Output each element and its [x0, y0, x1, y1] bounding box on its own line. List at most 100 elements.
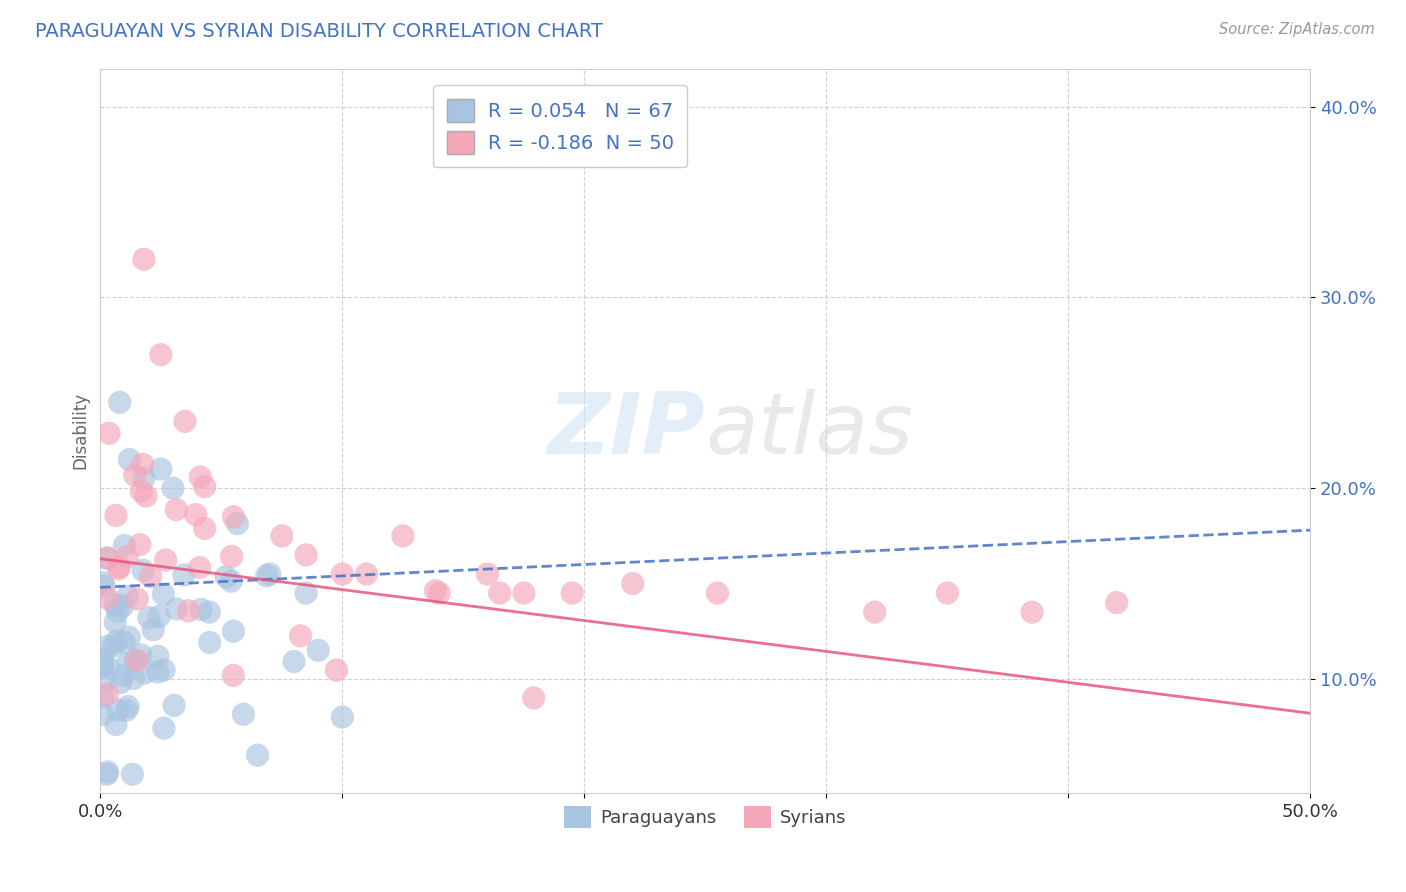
Point	[129, 484, 152, 499]
Point	[162, 481, 184, 495]
Point	[91, 657, 114, 672]
Point	[148, 609, 170, 624]
Point	[132, 458, 155, 472]
Point	[165, 502, 187, 516]
Point	[523, 690, 546, 705]
Point	[91, 659, 114, 673]
Point	[115, 703, 138, 717]
Text: atlas: atlas	[706, 390, 914, 473]
Point	[246, 748, 269, 763]
Point	[107, 562, 129, 576]
Point	[706, 586, 728, 600]
Point	[107, 703, 129, 717]
Point	[105, 634, 128, 648]
Point	[165, 602, 187, 616]
Point	[127, 591, 149, 606]
Point	[283, 655, 305, 669]
Text: ZIP: ZIP	[548, 390, 706, 473]
Point	[307, 643, 329, 657]
Point	[117, 590, 139, 604]
Point	[115, 549, 138, 564]
Point	[194, 521, 217, 535]
Point	[97, 426, 120, 441]
Point	[104, 598, 127, 612]
Point	[112, 539, 135, 553]
Point	[124, 653, 146, 667]
Point	[91, 707, 114, 722]
Point	[97, 640, 120, 654]
Legend: Paraguayans, Syrians: Paraguayans, Syrians	[557, 798, 853, 835]
Point	[188, 560, 211, 574]
Point	[124, 467, 146, 482]
Point	[1105, 596, 1128, 610]
Point	[325, 663, 347, 677]
Y-axis label: Disability: Disability	[72, 392, 89, 469]
Point	[104, 717, 127, 731]
Point	[477, 566, 499, 581]
Point	[863, 605, 886, 619]
Point	[259, 566, 281, 581]
Point	[132, 252, 155, 267]
Point	[97, 764, 120, 779]
Point	[330, 710, 353, 724]
Point	[91, 653, 114, 667]
Point	[155, 553, 177, 567]
Point	[103, 639, 125, 653]
Point	[117, 657, 139, 671]
Point	[488, 586, 510, 600]
Point	[108, 559, 131, 574]
Point	[513, 586, 536, 600]
Point	[107, 604, 129, 618]
Point	[132, 472, 155, 486]
Point	[97, 687, 120, 701]
Point	[198, 635, 221, 649]
Point	[112, 635, 135, 649]
Point	[198, 605, 221, 619]
Point	[129, 648, 152, 662]
Point	[290, 629, 312, 643]
Point	[149, 462, 172, 476]
Point	[146, 649, 169, 664]
Point	[392, 529, 415, 543]
Point	[91, 690, 114, 704]
Point	[1021, 605, 1043, 619]
Point	[270, 529, 292, 543]
Point	[427, 586, 450, 600]
Point	[142, 623, 165, 637]
Point	[96, 767, 118, 781]
Point	[91, 575, 114, 590]
Point	[117, 699, 139, 714]
Point	[222, 509, 245, 524]
Point	[139, 569, 162, 583]
Point	[621, 576, 644, 591]
Point	[152, 587, 174, 601]
Point	[118, 630, 141, 644]
Point	[222, 668, 245, 682]
Point	[134, 666, 156, 681]
Point	[295, 548, 318, 562]
Point	[132, 563, 155, 577]
Point	[226, 516, 249, 531]
Point	[104, 508, 127, 523]
Point	[93, 579, 115, 593]
Point	[122, 671, 145, 685]
Point	[177, 604, 200, 618]
Point	[295, 586, 318, 600]
Point	[173, 568, 195, 582]
Point	[97, 591, 120, 606]
Point	[121, 767, 143, 781]
Point	[219, 574, 242, 589]
Point	[153, 721, 176, 735]
Point	[128, 538, 150, 552]
Point	[425, 583, 447, 598]
Point	[190, 602, 212, 616]
Point	[149, 348, 172, 362]
Text: Source: ZipAtlas.com: Source: ZipAtlas.com	[1219, 22, 1375, 37]
Point	[138, 610, 160, 624]
Point	[561, 586, 583, 600]
Text: PARAGUAYAN VS SYRIAN DISABILITY CORRELATION CHART: PARAGUAYAN VS SYRIAN DISABILITY CORRELAT…	[35, 22, 603, 41]
Point	[330, 566, 353, 581]
Point	[256, 569, 278, 583]
Point	[125, 653, 148, 667]
Point	[153, 663, 176, 677]
